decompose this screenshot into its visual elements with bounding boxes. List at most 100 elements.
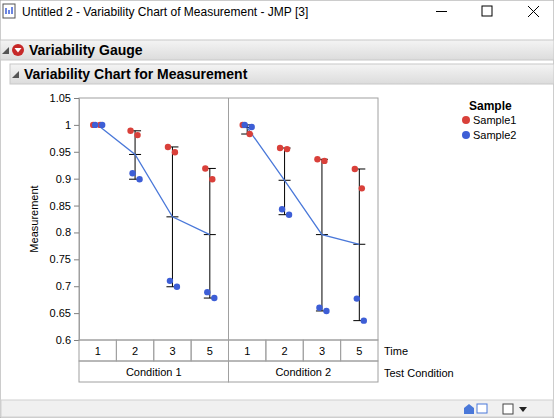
- close-button[interactable]: [528, 6, 539, 17]
- window-title: Untitled 2 - Variability Chart of Measur…: [22, 5, 308, 19]
- y-tick-label: 0.6: [56, 334, 71, 346]
- outline-header: [10, 64, 554, 84]
- data-point: [204, 289, 210, 295]
- data-point: [314, 156, 320, 162]
- red-triangle-menu[interactable]: [12, 44, 24, 56]
- report-title: Variability Gauge: [29, 42, 143, 58]
- data-point: [136, 176, 142, 182]
- y-tick-mark: [74, 340, 79, 341]
- y-tick-label: 0.95: [50, 146, 71, 158]
- legend-symbol: [462, 116, 470, 124]
- y-tick-label: 0.85: [50, 200, 71, 212]
- data-point: [167, 278, 173, 284]
- x-group-label: Condition 2: [275, 366, 331, 378]
- x-axis-title: Time: [384, 345, 408, 357]
- legend-title: Sample: [469, 99, 512, 113]
- x-group-cell: [79, 361, 229, 382]
- y-axis: 0.6 0.65 0.7 0.75 0.8 0.85 0.9 0.95 1 1.05: [50, 92, 80, 346]
- y-tick-mark: [74, 98, 79, 99]
- y-tick-mark: [74, 179, 79, 180]
- chart-root: Untitled 2 - Variability Chart of Measur…: [0, 0, 554, 418]
- data-point: [129, 170, 135, 176]
- y-tick: 0.75: [50, 253, 79, 265]
- x-tick-label: 3: [319, 345, 325, 357]
- y-tick: 0.9: [56, 173, 79, 185]
- y-tick-label: 0.65: [50, 307, 71, 319]
- data-point: [241, 122, 247, 128]
- window-background: [0, 0, 554, 418]
- x-tick-label: 5: [356, 345, 362, 357]
- data-point: [92, 122, 98, 128]
- data-point: [99, 122, 105, 128]
- y-tick-label: 1: [65, 119, 71, 131]
- x-category-cell: [266, 340, 303, 361]
- y-tick-label: 0.7: [56, 280, 71, 292]
- y-tick: 1: [65, 119, 79, 131]
- x-category-cell: [229, 340, 266, 361]
- disclosure-icon[interactable]: [2, 47, 9, 54]
- data-point: [172, 149, 178, 155]
- legend-symbol: [462, 131, 470, 139]
- outline-header: [0, 40, 554, 60]
- y-tick-mark: [74, 152, 79, 153]
- minimize-button[interactable]: [436, 11, 447, 12]
- x-group-title: Test Condition: [384, 367, 454, 379]
- x-category-cell: [154, 340, 191, 361]
- home-icon[interactable]: [464, 404, 474, 414]
- y-tick-mark: [74, 206, 79, 207]
- data-point: [359, 185, 365, 191]
- y-tick-label: 0.9: [56, 173, 71, 185]
- legend-label: Sample2: [473, 129, 516, 141]
- y-tick: 0.95: [50, 146, 79, 158]
- x-category-cell: [191, 340, 228, 361]
- app-icon-glyph: [6, 7, 12, 14]
- data-point: [323, 308, 329, 314]
- data-point: [352, 166, 358, 172]
- x-tick-label: 2: [282, 345, 288, 357]
- maximize-button[interactable]: [482, 6, 492, 16]
- x-category-cell: [79, 340, 116, 361]
- y-tick: 0.8: [56, 226, 79, 238]
- data-point: [321, 158, 327, 164]
- y-axis-line: [74, 99, 80, 341]
- y-tick: 0.85: [50, 200, 79, 212]
- data-point: [165, 144, 171, 150]
- data-point: [316, 305, 322, 311]
- data-point: [279, 206, 285, 212]
- data-point: [134, 132, 140, 138]
- y-axis-title: Measurement: [28, 185, 40, 252]
- status-bar: [1, 400, 553, 417]
- y-tick: 1.05: [50, 92, 79, 104]
- x-category-cell: [341, 340, 378, 361]
- data-point: [284, 146, 290, 152]
- x-tick-label: 5: [207, 345, 213, 357]
- table-icon[interactable]: [477, 404, 487, 413]
- y-tick-mark: [74, 286, 79, 287]
- mean-line: [98, 125, 210, 235]
- y-tick: 0.6: [56, 334, 79, 346]
- y-tick-mark: [74, 259, 79, 260]
- x-tick-label: 3: [169, 345, 175, 357]
- legend-label: Sample1: [473, 114, 516, 126]
- marks: [90, 122, 367, 324]
- data-point: [248, 124, 254, 130]
- checkbox-icon[interactable]: [503, 404, 513, 414]
- data-point: [246, 131, 252, 137]
- data-point: [174, 284, 180, 290]
- y-tick-label: 1.05: [50, 92, 71, 104]
- data-point: [202, 165, 208, 171]
- range-bar: [209, 168, 210, 298]
- data-point: [277, 145, 283, 151]
- plot-frame: [79, 98, 378, 340]
- app-icon: [3, 4, 15, 18]
- y-tick-label: 0.75: [50, 253, 71, 265]
- data-point: [286, 211, 292, 217]
- y-tick-mark: [74, 232, 79, 233]
- x-group-cell: [229, 361, 379, 382]
- red-triangle-glyph: [15, 48, 22, 53]
- chart-title: Variability Chart for Measurement: [24, 66, 248, 82]
- dropdown-icon[interactable]: [519, 407, 527, 412]
- x-category-cell: [303, 340, 340, 361]
- group-divider: [228, 98, 229, 340]
- disclosure-icon[interactable]: [12, 71, 19, 78]
